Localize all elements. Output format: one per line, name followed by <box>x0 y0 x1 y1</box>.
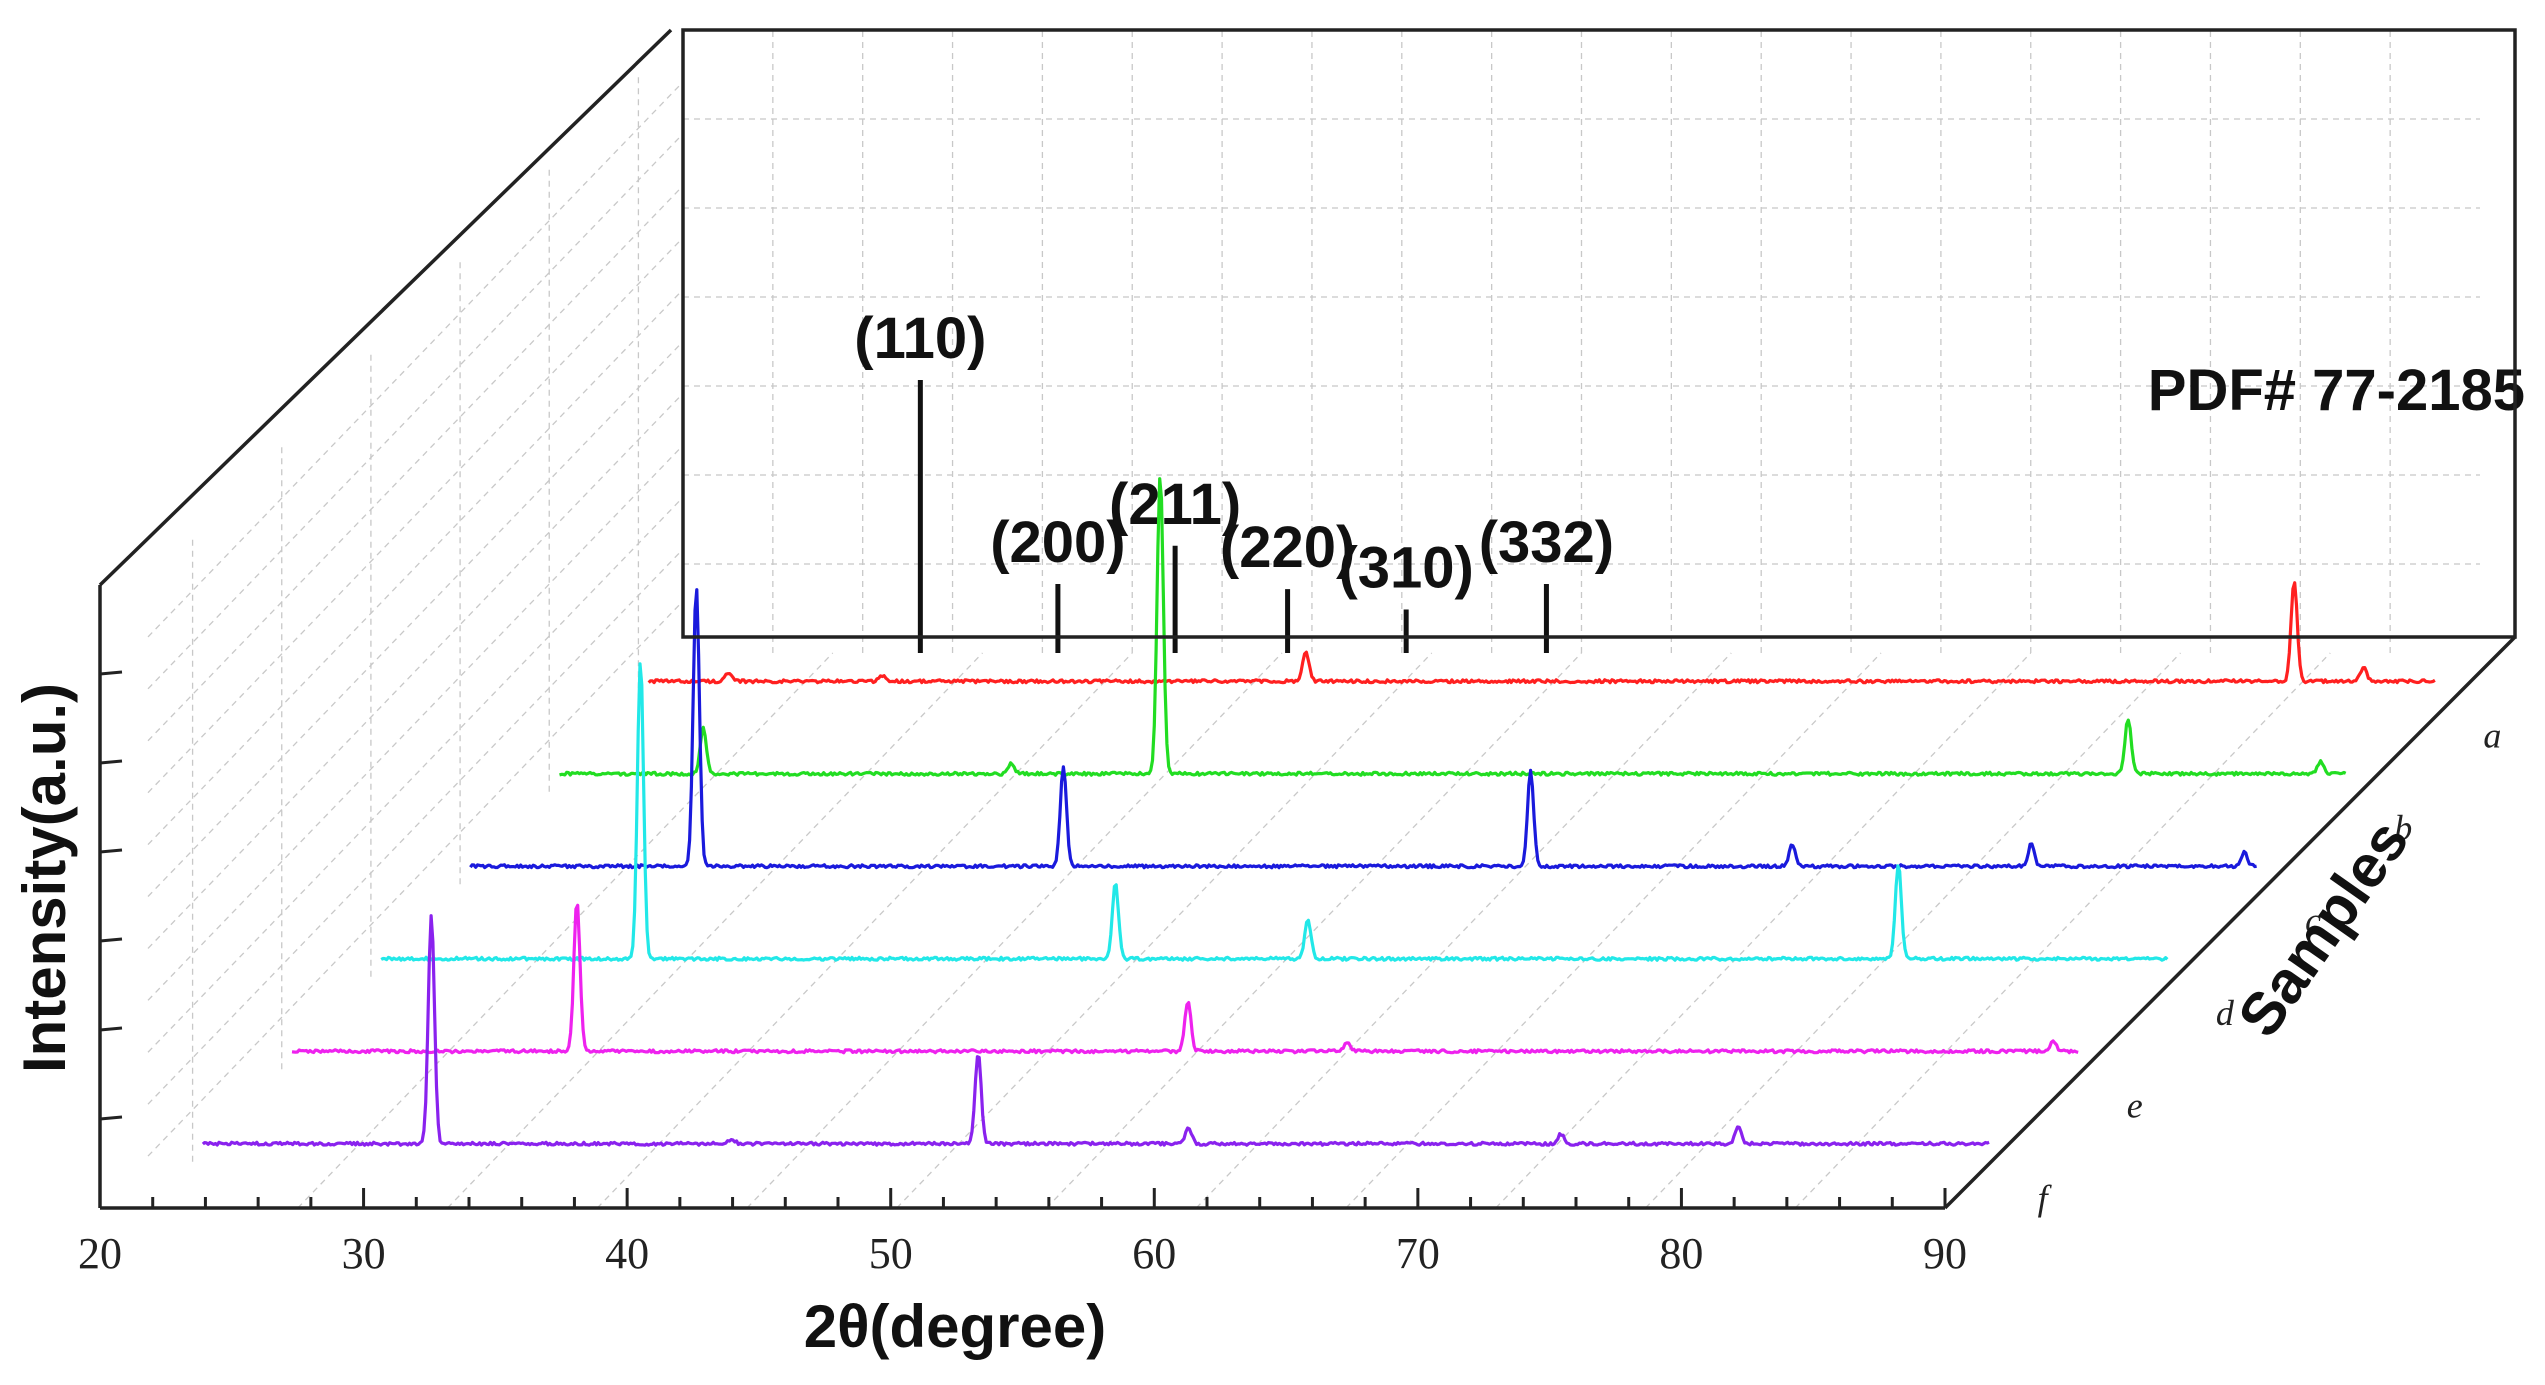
grid-line <box>147 392 684 949</box>
series-e-label: e <box>2127 1085 2143 1125</box>
series-b-label: b <box>2394 808 2412 848</box>
x-tick-label: 80 <box>1659 1229 1703 1278</box>
reference-peak-label: (220) <box>1220 515 1355 580</box>
grid-line <box>147 496 684 1053</box>
reference-pattern: PDF# 77-2185 (110) (200)(211)(220)(310) (3… <box>854 306 2525 653</box>
x-ticks: 20 30 40 50 60 70 80 90 <box>78 1188 1967 1278</box>
grid-line <box>596 652 1133 1209</box>
grid-line <box>1495 652 2032 1209</box>
series-b-line <box>559 477 2347 777</box>
series-d-line <box>380 662 2169 962</box>
grid-line <box>447 652 983 1209</box>
top-left-edge <box>98 28 673 587</box>
reference-peak-label: (332) <box>1479 510 1614 575</box>
grid-line <box>1794 652 2331 1209</box>
z-axis-title: Samples <box>2225 808 2421 1049</box>
y-axis-tick <box>99 1026 123 1032</box>
grid-line <box>147 133 684 690</box>
y-axis-tick <box>99 1115 123 1121</box>
series-c-line <box>469 588 2257 870</box>
series-f-label: f <box>2038 1178 2053 1218</box>
series-a-line <box>647 581 2436 685</box>
x-tick-label: 50 <box>869 1229 913 1278</box>
grid-line <box>1046 652 1582 1209</box>
reference-peak-label: (310) <box>1338 536 1473 601</box>
x-axis-title: 2θ(degree) <box>804 1293 1107 1360</box>
grid-line <box>147 548 684 1105</box>
grid-line <box>147 185 684 742</box>
grid-line <box>147 289 684 846</box>
depth-axis-line <box>1943 635 2517 1210</box>
grid-line <box>147 81 684 638</box>
y-axis-tick <box>99 848 123 854</box>
grid-line <box>147 444 684 1001</box>
x-tick-label: 20 <box>78 1229 122 1278</box>
x-tick-label: 30 <box>342 1229 386 1278</box>
reference-peak-label: (200) <box>990 510 1125 575</box>
y-axis-tick <box>99 670 123 676</box>
x-tick-label: 70 <box>1396 1229 1440 1278</box>
series-d-label: d <box>2216 993 2235 1033</box>
series-e-line <box>291 903 2079 1055</box>
grid-line <box>1645 652 2181 1209</box>
series-a-label: a <box>2483 715 2501 755</box>
grid-line <box>297 652 834 1209</box>
y-axis-tick <box>99 759 123 765</box>
reference-label: PDF# 77-2185 <box>2148 358 2525 423</box>
y-axis-title: Intensity(a.u.) <box>11 683 78 1073</box>
grid-line <box>147 237 684 794</box>
grid-line <box>1195 652 1732 1209</box>
grid-lines <box>147 30 2480 1209</box>
x-tick-label: 60 <box>1132 1229 1176 1278</box>
grid-line <box>896 652 1433 1209</box>
grid-line <box>1345 652 1882 1209</box>
series-patterns: a b c d e f <box>201 477 2501 1218</box>
axes-frame <box>98 28 2517 1210</box>
x-tick-label: 40 <box>605 1229 649 1278</box>
series-c-label: c <box>2305 900 2321 940</box>
y-axis-tick <box>99 937 123 943</box>
grid-line <box>147 341 684 897</box>
x-tick-label: 90 <box>1923 1229 1967 1278</box>
reference-peak-label: (211) <box>1109 472 1241 537</box>
reference-peak-label: (110) <box>854 306 986 371</box>
series-f-line <box>201 914 1990 1147</box>
grid-line <box>746 652 1283 1209</box>
grid-line <box>147 600 684 1157</box>
